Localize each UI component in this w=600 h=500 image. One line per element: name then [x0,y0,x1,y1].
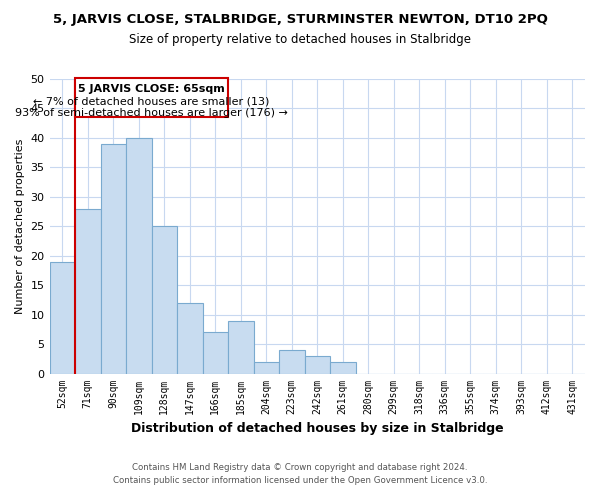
Text: 5 JARVIS CLOSE: 65sqm: 5 JARVIS CLOSE: 65sqm [78,84,225,94]
Text: ← 7% of detached houses are smaller (13): ← 7% of detached houses are smaller (13) [34,97,270,107]
Bar [50,262,75,374]
Bar [126,138,152,374]
Text: Contains public sector information licensed under the Open Government Licence v3: Contains public sector information licen… [113,476,487,485]
Bar [330,362,356,374]
Bar [75,208,101,374]
Text: 93% of semi-detached houses are larger (176) →: 93% of semi-detached houses are larger (… [15,108,288,118]
Text: Size of property relative to detached houses in Stalbridge: Size of property relative to detached ho… [129,32,471,46]
Bar [254,362,279,374]
Text: Contains HM Land Registry data © Crown copyright and database right 2024.: Contains HM Land Registry data © Crown c… [132,464,468,472]
X-axis label: Distribution of detached houses by size in Stalbridge: Distribution of detached houses by size … [131,422,503,435]
Bar [203,332,228,374]
Bar [228,320,254,374]
Bar [279,350,305,374]
Text: 5, JARVIS CLOSE, STALBRIDGE, STURMINSTER NEWTON, DT10 2PQ: 5, JARVIS CLOSE, STALBRIDGE, STURMINSTER… [53,12,547,26]
Bar [101,144,126,374]
Y-axis label: Number of detached properties: Number of detached properties [15,138,25,314]
Bar [152,226,177,374]
Bar [177,303,203,374]
Bar [305,356,330,374]
